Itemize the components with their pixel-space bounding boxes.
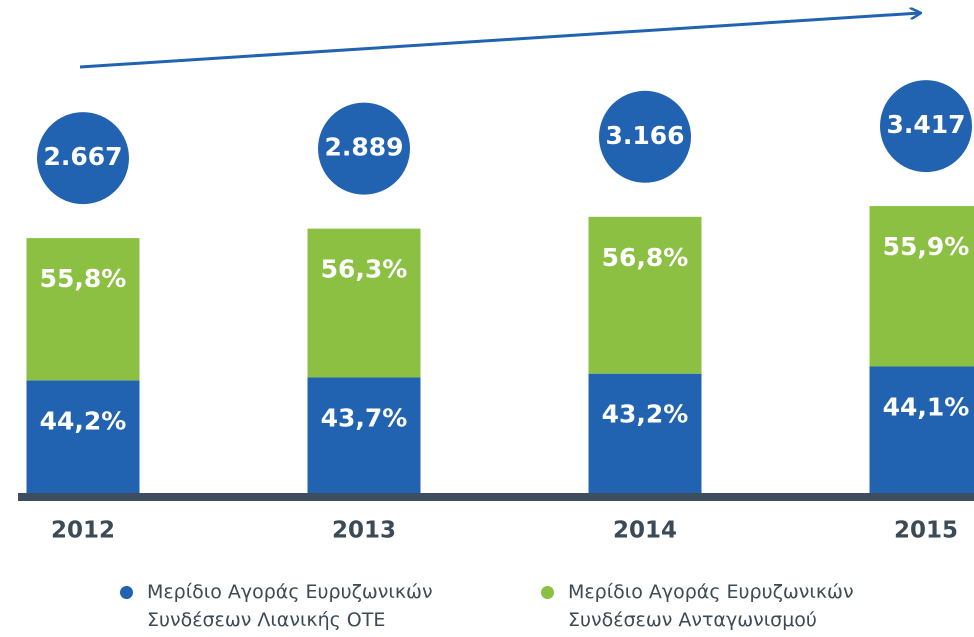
x-tick-label: 2014: [613, 518, 677, 544]
x-tick-label: 2015: [894, 518, 958, 544]
bar-segment: [869, 366, 974, 493]
legend: Μερίδιο Αγοράς Ευρυζωνικών Συνδέσεων Λια…: [120, 578, 952, 634]
bar-segment: [588, 216, 702, 374]
total-label: 3.417: [886, 110, 965, 139]
legend-item: Μερίδιο Αγοράς Ευρυζωνικών Συνδέσεων Αντ…: [541, 578, 908, 634]
value-label: 43,2%: [602, 400, 689, 429]
total-label: 2.667: [43, 142, 122, 171]
bar-segment: [869, 206, 974, 367]
bar-segment: [307, 377, 421, 493]
total-circle: [880, 80, 972, 173]
value-label: 56,8%: [602, 243, 689, 272]
baseline: [18, 493, 974, 501]
bar-segment: [26, 238, 140, 381]
bar-segment: [588, 373, 702, 493]
x-tick-label: 2013: [332, 518, 396, 544]
total-label: 3.166: [605, 121, 684, 150]
legend-item: Μερίδιο Αγοράς Ευρυζωνικών Συνδέσεων Λια…: [120, 578, 487, 634]
bar-segment: [26, 380, 140, 493]
total-label: 2.889: [324, 133, 403, 162]
legend-swatch: [120, 586, 133, 599]
total-circle: [318, 102, 410, 195]
value-label: 44,1%: [883, 392, 970, 421]
bar-segment: [307, 228, 421, 378]
value-label: 55,8%: [40, 264, 127, 293]
value-label: 43,7%: [321, 403, 408, 432]
trend-arrow: [79, 13, 920, 69]
total-circle: [37, 112, 129, 205]
legend-label: Μερίδιο Αγοράς Ευρυζωνικών Συνδέσεων Αντ…: [568, 581, 854, 631]
total-circle: [599, 90, 691, 183]
value-label: 56,3%: [321, 255, 408, 284]
x-tick-label: 2012: [51, 518, 115, 544]
value-label: 44,2%: [40, 406, 127, 435]
legend-swatch: [541, 586, 554, 599]
legend-label: Μερίδιο Αγοράς Ευρυζωνικών Συνδέσεων Λια…: [147, 581, 433, 631]
value-label: 55,9%: [883, 232, 970, 261]
